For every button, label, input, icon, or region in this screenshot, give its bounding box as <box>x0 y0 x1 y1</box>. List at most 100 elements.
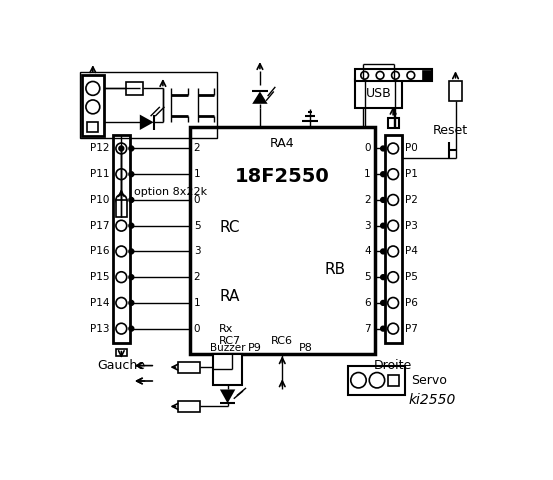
Bar <box>126 82 143 95</box>
Bar <box>80 72 217 138</box>
Text: P0: P0 <box>405 144 418 154</box>
Bar <box>178 362 200 372</box>
Circle shape <box>116 272 127 283</box>
Circle shape <box>388 169 399 180</box>
Text: 2: 2 <box>194 144 200 154</box>
Text: P9: P9 <box>248 343 262 353</box>
Text: P15: P15 <box>90 272 110 282</box>
Text: 5: 5 <box>194 221 200 231</box>
Polygon shape <box>220 389 235 403</box>
Text: 0: 0 <box>194 195 200 205</box>
Text: RB: RB <box>324 262 346 277</box>
Text: RA4: RA4 <box>270 137 295 150</box>
Circle shape <box>388 194 399 205</box>
Circle shape <box>116 323 127 334</box>
Circle shape <box>116 143 127 154</box>
Text: P3: P3 <box>405 221 418 231</box>
Bar <box>87 122 98 132</box>
Circle shape <box>381 146 385 151</box>
Circle shape <box>361 72 368 79</box>
Circle shape <box>407 72 415 79</box>
Bar <box>448 81 462 101</box>
Bar <box>113 134 130 343</box>
Circle shape <box>119 146 124 151</box>
Bar <box>348 366 405 395</box>
Circle shape <box>129 146 134 151</box>
Circle shape <box>129 223 134 228</box>
Circle shape <box>388 272 399 283</box>
Text: 0: 0 <box>364 144 371 154</box>
Text: 5: 5 <box>364 272 371 282</box>
Circle shape <box>381 275 385 279</box>
Polygon shape <box>140 115 154 130</box>
Circle shape <box>351 372 366 388</box>
Bar <box>82 74 103 136</box>
Text: Droite: Droite <box>374 359 413 372</box>
Circle shape <box>388 246 399 257</box>
Circle shape <box>376 72 384 79</box>
Circle shape <box>381 300 385 305</box>
Circle shape <box>369 372 385 388</box>
Bar <box>356 79 401 108</box>
Text: 1: 1 <box>194 298 200 308</box>
Circle shape <box>381 249 385 254</box>
Text: 2: 2 <box>194 272 200 282</box>
Circle shape <box>392 72 399 79</box>
Text: Buzzer: Buzzer <box>210 343 246 353</box>
Text: RC6: RC6 <box>272 336 293 346</box>
Text: 1: 1 <box>194 169 200 179</box>
Circle shape <box>129 249 134 254</box>
Text: P12: P12 <box>90 144 110 154</box>
Bar <box>178 401 200 412</box>
Text: P8: P8 <box>299 343 312 353</box>
Text: P2: P2 <box>405 195 418 205</box>
Text: P5: P5 <box>405 272 418 282</box>
Bar <box>385 134 401 343</box>
Text: RA: RA <box>219 289 239 304</box>
Circle shape <box>86 100 100 114</box>
Text: Reset: Reset <box>432 124 467 137</box>
Text: P13: P13 <box>90 324 110 334</box>
Circle shape <box>388 323 399 334</box>
Text: USB: USB <box>366 87 392 100</box>
Text: 6: 6 <box>364 298 371 308</box>
Text: P14: P14 <box>90 298 110 308</box>
Circle shape <box>388 298 399 308</box>
Text: P10: P10 <box>90 195 110 205</box>
Bar <box>388 375 399 385</box>
Text: RC7: RC7 <box>219 336 241 346</box>
Circle shape <box>129 275 134 279</box>
Circle shape <box>86 82 100 96</box>
Text: 0: 0 <box>194 324 200 334</box>
Bar <box>423 71 431 80</box>
Circle shape <box>381 223 385 228</box>
Bar <box>190 127 375 354</box>
Text: 1: 1 <box>364 169 371 179</box>
Text: P11: P11 <box>90 169 110 179</box>
Circle shape <box>129 326 134 331</box>
Text: 4: 4 <box>364 246 371 256</box>
Text: RC: RC <box>219 219 239 235</box>
Circle shape <box>116 298 127 308</box>
Polygon shape <box>252 92 268 104</box>
Bar <box>116 348 127 356</box>
Text: P4: P4 <box>405 246 418 256</box>
Text: 7: 7 <box>364 324 371 334</box>
Circle shape <box>116 246 127 257</box>
Text: Servo: Servo <box>411 374 447 387</box>
Circle shape <box>388 220 399 231</box>
Circle shape <box>129 172 134 177</box>
Text: 2: 2 <box>364 195 371 205</box>
Circle shape <box>116 169 127 180</box>
Text: ki2550: ki2550 <box>409 393 456 407</box>
Bar <box>388 118 399 129</box>
Circle shape <box>129 198 134 202</box>
Text: 3: 3 <box>194 246 200 256</box>
Text: 3: 3 <box>364 221 371 231</box>
Text: Rx: Rx <box>219 324 233 334</box>
Circle shape <box>381 172 385 177</box>
Text: option 8x22k: option 8x22k <box>134 187 207 197</box>
Circle shape <box>388 143 399 154</box>
Text: Gauche: Gauche <box>97 359 145 372</box>
Text: 18F2550: 18F2550 <box>235 168 330 186</box>
